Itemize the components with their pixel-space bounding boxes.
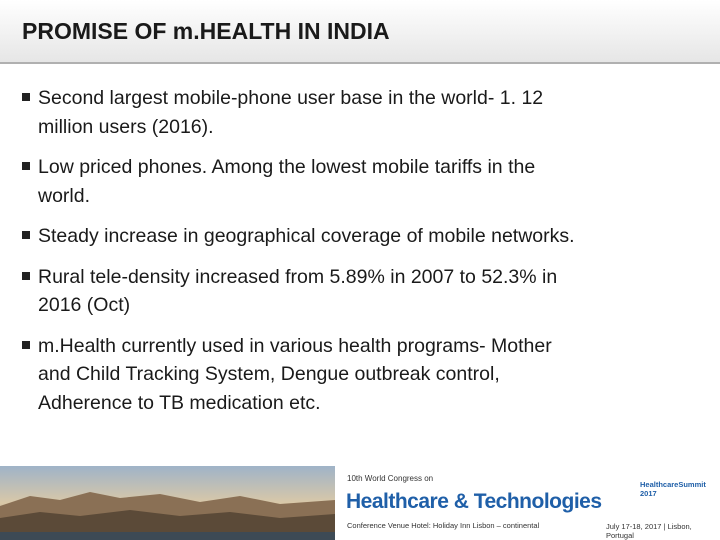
bullet-item: m.Health currently used in various healt… <box>0 332 720 418</box>
bullet-text: Steady increase in geographical coverage… <box>38 225 575 247</box>
bullet-item: Low priced phones. Among the lowest mobi… <box>0 153 720 210</box>
footer-banner: 10th World Congress on Healthcare & Tech… <box>0 466 720 540</box>
bullet-text: m.Health currently used in various healt… <box>38 334 552 357</box>
bullet-text: Adherence to TB medication etc. <box>38 391 321 414</box>
water <box>0 532 335 540</box>
bullet-list: Second largest mobile-phone user base in… <box>0 84 720 429</box>
bullet-text: Second largest mobile-phone user base in… <box>38 87 544 109</box>
bullet-marker <box>22 340 30 349</box>
bullet-marker <box>22 231 30 239</box>
bullet-text: 2016 (Oct) <box>38 294 131 316</box>
bullet-text: world. <box>38 184 91 207</box>
bullet-item: Steady increase in geographical coverage… <box>0 222 720 251</box>
bullet-text: Rural tele-density increased from 5.89% … <box>38 265 558 288</box>
bullet-marker <box>22 271 30 280</box>
bullet-item: Second largest mobile-phone user base in… <box>0 84 720 141</box>
dates-text: July 17-18, 2017 | Lisbon, Portugal <box>606 522 692 540</box>
bullet-text: and Child Tracking System, Dengue outbre… <box>38 363 500 385</box>
title-band: PROMISE OF m.HEALTH IN INDIA <box>0 0 720 64</box>
bullet-marker <box>22 162 30 170</box>
bullet-text: Low priced phones. Among the lowest mobi… <box>38 156 536 178</box>
brand-text: Healthcare & Technologies <box>346 490 602 513</box>
bullet-item: Rural tele-density increased from 5.89% … <box>0 263 720 320</box>
summit-text: HealthcareSummit 2017 <box>640 480 706 498</box>
congress-text: 10th World Congress on <box>347 474 434 483</box>
slide-title: PROMISE OF m.HEALTH IN INDIA <box>22 18 390 44</box>
city-photo <box>0 466 335 540</box>
venue-text: Conference Venue Hotel: Holiday Inn Lisb… <box>347 521 540 530</box>
bullet-text: million users (2016). <box>38 115 214 138</box>
bullet-marker <box>22 93 30 101</box>
